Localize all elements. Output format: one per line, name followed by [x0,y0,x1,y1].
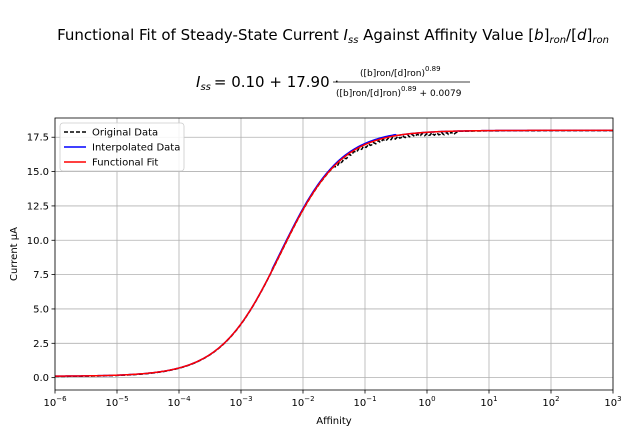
x-tick-label: 102 [542,395,559,409]
equation-lhs: Iss = 0.10 + 17.90 · [196,73,339,93]
y-axis-ticks: 0.0 2.5 5.0 7.5 10.0 12.5 15.0 17.5 [27,133,55,384]
plot-series [54,129,613,378]
legend-label-fit: Functional Fit [92,158,158,169]
equation-denominator: ([b]ron/[d]ron)0.89 + 0.0079 [336,85,462,99]
x-tick-label: 10−6 [43,395,67,409]
x-tick-label: 101 [480,395,497,409]
y-axis-label: Current μA [9,227,20,281]
fit-equation: Iss = 0.10 + 17.90 · ([b]ron/[d]ron)0.89 … [196,65,470,99]
x-axis-ticks: 10−6 10−5 10−4 10−3 10−2 10−1 100 101 102 103 [43,390,622,409]
y-tick-label: 0.0 [33,373,49,384]
x-tick-label: 10−5 [105,395,128,409]
legend: Original Data Interpolated Data Function… [59,122,185,172]
legend-box [59,122,185,172]
y-tick-label: 7.5 [33,270,49,281]
y-tick-label: 10.0 [27,236,49,247]
x-tick-label: 10−1 [353,395,376,409]
y-tick-label: 5.0 [33,304,49,315]
x-tick-label: 10−3 [229,395,252,409]
y-tick-label: 15.0 [27,167,49,178]
equation-numerator: ([b]ron/[d]ron)0.89 [360,65,441,79]
x-tick-label: 100 [418,395,435,409]
plot-frame [54,117,614,391]
legend-label-interpolated: Interpolated Data [92,143,180,154]
y-tick-label: 12.5 [27,201,49,212]
legend-label-original: Original Data [92,128,158,139]
x-axis-label: Affinity [316,416,352,427]
series-functional-fit [54,129,613,377]
y-tick-label: 17.5 [27,133,49,144]
x-tick-label: 103 [604,395,621,409]
x-tick-label: 10−2 [291,395,314,409]
y-tick-label: 2.5 [33,339,49,350]
chart-title: Functional Fit of Steady-State Current I… [57,26,609,46]
x-tick-label: 10−4 [167,395,191,409]
